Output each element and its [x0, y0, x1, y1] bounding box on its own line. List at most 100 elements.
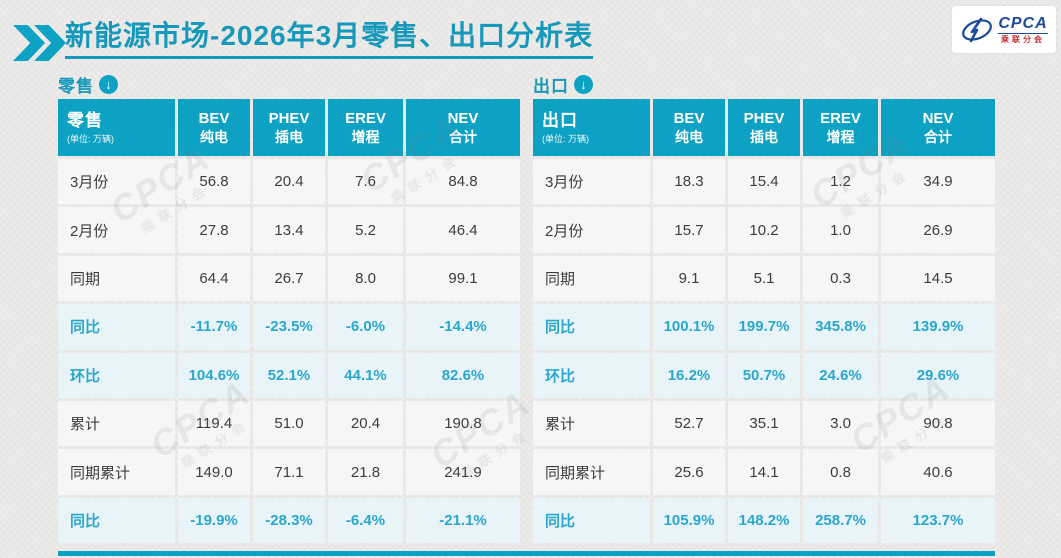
- cell-value: 46.4: [406, 207, 520, 253]
- column-header-en: BEV: [673, 109, 705, 127]
- cell-value: 0.3: [803, 255, 878, 302]
- double-chevron-icon: [13, 25, 66, 61]
- cell-value: 82.6%: [406, 352, 520, 398]
- cell-value: 52.1%: [253, 352, 325, 398]
- table-title: 出口: [542, 110, 578, 130]
- cell-value: 119.4: [178, 400, 250, 447]
- cell-value: -11.7%: [178, 304, 250, 350]
- cell-value: 20.4: [253, 159, 325, 205]
- cell-value: 15.4: [728, 159, 800, 205]
- cell-value: -6.0%: [328, 304, 403, 350]
- cell-value: 123.7%: [881, 497, 995, 544]
- cell-value: -6.4%: [328, 497, 403, 544]
- cell-value: 139.9%: [881, 304, 995, 350]
- cell-value: 29.6%: [881, 352, 995, 398]
- table-corner-cell: 零售 (单位: 万辆): [58, 99, 175, 156]
- column-header-zh: 插电: [750, 129, 778, 146]
- cell-value: -21.1%: [406, 497, 520, 544]
- cell-value: 99.1: [406, 255, 520, 302]
- cell-value: 3.0: [803, 400, 878, 447]
- column-header-en: BEV: [198, 109, 230, 127]
- cell-value: 27.8: [178, 207, 250, 253]
- cell-value: 5.1: [728, 255, 800, 302]
- row-label: 同比: [58, 497, 175, 544]
- column-header-en: EREV: [820, 109, 861, 127]
- column-header-zh: 增程: [351, 129, 380, 146]
- column-header: PHEV 插电: [253, 99, 325, 156]
- cell-value: 190.8: [406, 400, 520, 447]
- cell-value: -28.3%: [253, 497, 325, 544]
- cell-value: 64.4: [178, 255, 250, 302]
- cell-value: -14.4%: [406, 304, 520, 350]
- row-label: 3月份: [58, 159, 175, 205]
- page-title: 新能源市场-2026年3月零售、出口分析表: [65, 19, 594, 59]
- column-header: EREV 增程: [328, 99, 403, 156]
- row-label: 累计: [533, 400, 650, 447]
- cell-value: 24.6%: [803, 352, 878, 398]
- row-label: 同期累计: [58, 449, 175, 495]
- cell-value: 149.0: [178, 449, 250, 495]
- cell-value: 14.1: [728, 449, 800, 495]
- cell-value: 16.2%: [653, 352, 725, 398]
- column-header-en: NEV: [922, 109, 954, 127]
- export-table-section: 出口 ↓ 出口 (单位: 万辆) BEV 纯电 PHEV 插电 EREV 增程 NEV 合计 3月份…: [533, 72, 995, 544]
- retail-section-label: 零售: [58, 76, 94, 96]
- cell-value: 241.9: [406, 449, 520, 495]
- cpca-logo-text: CPCA 乘联分会: [998, 15, 1048, 44]
- cell-value: 21.8: [328, 449, 403, 495]
- cell-value: 5.2: [328, 207, 403, 253]
- cell-value: -19.9%: [178, 497, 250, 544]
- cell-value: 26.9: [881, 207, 995, 253]
- column-header-en: NEV: [447, 109, 479, 127]
- column-header-en: EREV: [345, 109, 386, 127]
- row-label: 环比: [58, 352, 175, 398]
- column-header: EREV 增程: [803, 99, 878, 156]
- row-label: 同比: [533, 497, 650, 544]
- export-table-grid: 出口 (单位: 万辆) BEV 纯电 PHEV 插电 EREV 增程 NEV 合计 3月份 18.3 1…: [533, 99, 995, 544]
- cell-value: 14.5: [881, 255, 995, 302]
- column-header-zh: 纯电: [200, 129, 228, 146]
- export-section-label: 出口: [533, 76, 569, 96]
- row-label: 3月份: [533, 159, 650, 205]
- cell-value: 44.1%: [328, 352, 403, 398]
- row-label: 环比: [533, 352, 650, 398]
- cell-value: 20.4: [328, 400, 403, 447]
- cell-value: 51.0: [253, 400, 325, 447]
- column-header: BEV 纯电: [653, 99, 725, 156]
- row-label: 同比: [533, 304, 650, 350]
- column-header: NEV 合计: [406, 99, 520, 156]
- cpca-swoosh-icon: [962, 17, 993, 42]
- table-title: 零售: [67, 110, 103, 130]
- cell-value: 1.0: [803, 207, 878, 253]
- cell-value: 345.8%: [803, 304, 878, 350]
- cell-value: 1.2: [803, 159, 878, 205]
- column-header-zh: 增程: [826, 129, 855, 146]
- table-unit-note: (单位: 万辆): [542, 133, 589, 144]
- row-label: 同期: [533, 255, 650, 302]
- row-label: 同期: [58, 255, 175, 302]
- column-header-zh: 合计: [449, 129, 477, 146]
- down-arrow-icon: ↓: [574, 74, 593, 94]
- cell-value: 34.9: [881, 159, 995, 205]
- cell-value: 104.6%: [178, 352, 250, 398]
- row-label: 2月份: [58, 207, 175, 253]
- table-corner-cell: 出口 (单位: 万辆): [533, 99, 650, 156]
- column-header-zh: 纯电: [675, 129, 703, 146]
- column-header: NEV 合计: [881, 99, 995, 156]
- cell-value: 105.9%: [653, 497, 725, 544]
- export-section-header: 出口 ↓: [533, 72, 995, 96]
- cell-value: 71.1: [253, 449, 325, 495]
- retail-table-section: 零售 ↓ 零售 (单位: 万辆) BEV 纯电 PHEV 插电 EREV 增程 NEV 合计 3月份…: [58, 72, 520, 544]
- cell-value: 199.7%: [728, 304, 800, 350]
- retail-table-grid: 零售 (单位: 万辆) BEV 纯电 PHEV 插电 EREV 增程 NEV 合计 3月份 56.8 2…: [58, 99, 520, 544]
- cell-value: 50.7%: [728, 352, 800, 398]
- cell-value: 258.7%: [803, 497, 878, 544]
- row-label: 同比: [58, 304, 175, 350]
- row-label: 同期累计: [533, 449, 650, 495]
- column-header-en: PHEV: [268, 109, 310, 127]
- cell-value: 25.6: [653, 449, 725, 495]
- cpca-chinese-name: 乘联分会: [1001, 34, 1045, 44]
- cell-value: 148.2%: [728, 497, 800, 544]
- cell-value: 0.8: [803, 449, 878, 495]
